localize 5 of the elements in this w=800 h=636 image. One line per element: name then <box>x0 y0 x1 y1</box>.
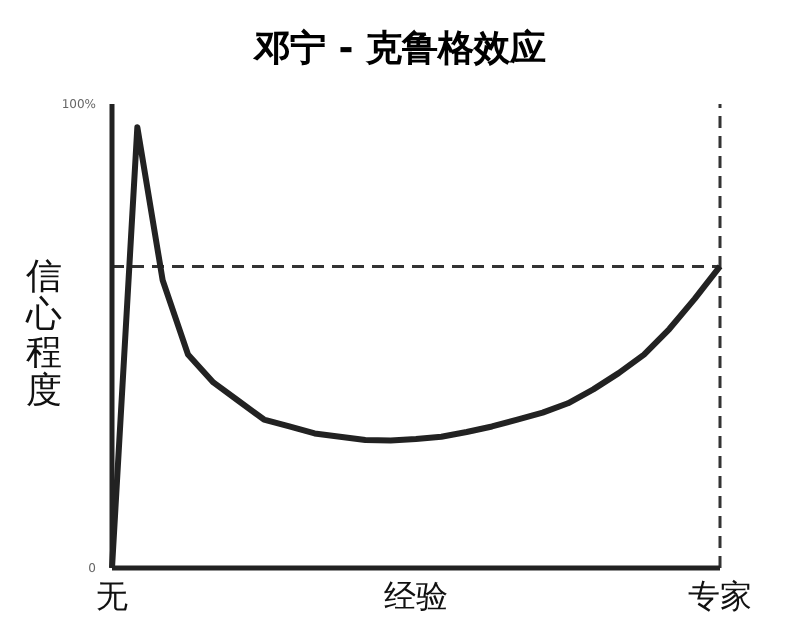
chart-title: 邓宁 - 克鲁格效应 <box>251 26 548 74</box>
x-tick-label: 专家 <box>688 576 752 615</box>
x-tick-label: 经验 <box>384 576 448 615</box>
x-tick-label: 无 <box>96 576 128 615</box>
y-axis-title: 信心程度 <box>24 256 62 412</box>
